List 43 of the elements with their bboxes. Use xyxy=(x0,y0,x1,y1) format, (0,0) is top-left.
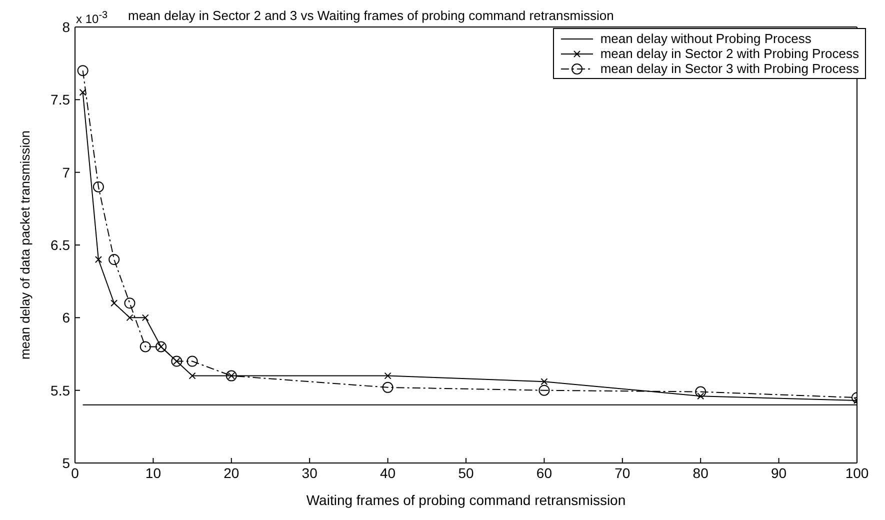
x-tick-label: 10 xyxy=(145,464,162,481)
point xyxy=(382,382,394,393)
point xyxy=(77,65,88,76)
point xyxy=(538,384,550,396)
x-tick-label: 40 xyxy=(380,464,396,481)
y-tick-label: 7.5 xyxy=(50,92,70,108)
y-tick-label: 5 xyxy=(62,454,70,471)
point xyxy=(384,372,392,380)
chart-title: mean delay in Sector 2 and 3 vs Waiting frames of probing command retransmission xyxy=(128,8,614,23)
point xyxy=(79,88,86,96)
legend-label: mean delay without Probing Process xyxy=(600,31,812,46)
x-tick-label: 30 xyxy=(302,464,318,481)
x-tick-label: 20 xyxy=(224,464,240,481)
y-tick-label: 5.5 xyxy=(50,382,70,398)
y-tick-label: 8 xyxy=(62,18,70,35)
point xyxy=(188,372,196,380)
text: x 10$^{-3}$ xyxy=(76,10,108,26)
x-tick-label: 0 xyxy=(71,464,80,481)
point xyxy=(108,254,120,266)
legend-label: mean delay in Sector 2 with Probing Process xyxy=(600,46,859,61)
legend-label: mean delay in Sector 3 with Probing Process xyxy=(600,61,859,76)
point xyxy=(140,341,151,352)
y-axis-title: mean delay of data packet transmission xyxy=(18,130,33,360)
point xyxy=(695,386,706,398)
point xyxy=(110,300,118,307)
point xyxy=(94,256,102,264)
x-tick-label: 70 xyxy=(614,464,630,481)
point xyxy=(126,314,134,322)
x-axis-title: Waiting frames of probing command retransmission xyxy=(306,492,626,508)
x-tick-label: 80 xyxy=(692,464,709,481)
y-tick-label: 6.5 xyxy=(50,236,70,253)
x-tick-label: 100 xyxy=(845,464,869,481)
x-tick-label: 90 xyxy=(771,464,787,481)
y-tick-label: 7 xyxy=(62,164,70,180)
point xyxy=(92,181,104,192)
point xyxy=(540,378,548,386)
x-tick-label: 50 xyxy=(458,464,474,481)
y-tick-label: 6 xyxy=(62,310,70,326)
point xyxy=(186,356,198,367)
x-tick-label: 60 xyxy=(536,464,552,481)
point xyxy=(142,314,149,322)
point xyxy=(124,298,136,309)
point xyxy=(697,392,704,400)
